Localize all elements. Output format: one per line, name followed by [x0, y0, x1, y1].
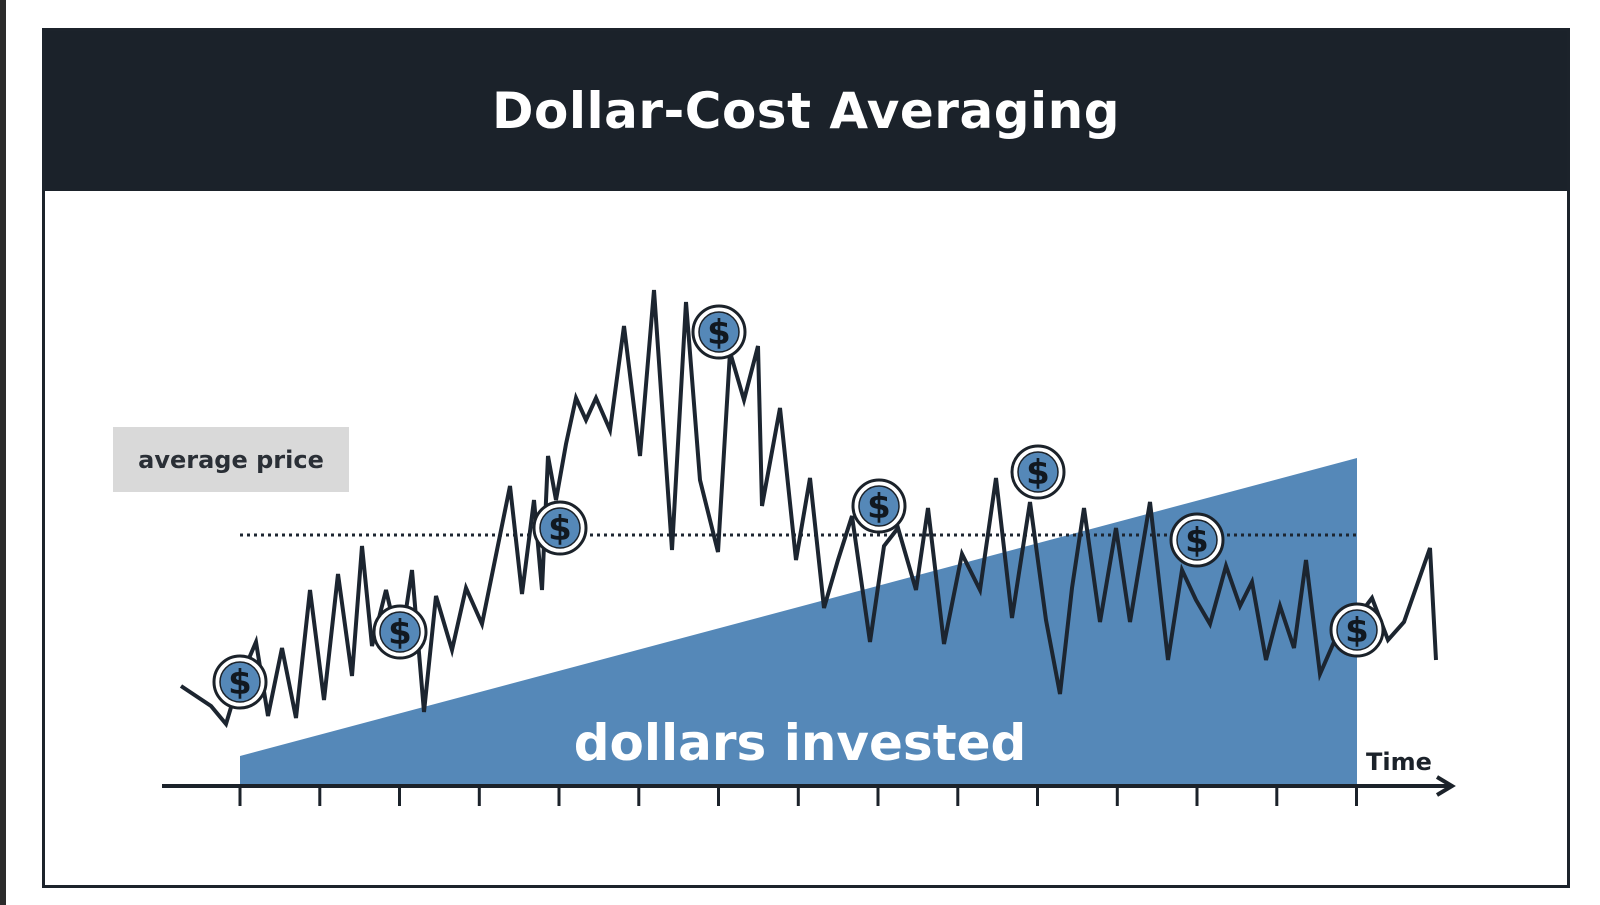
- coin-face: [1176, 519, 1218, 561]
- coin-face: [1336, 609, 1378, 651]
- coin-symbol: $: [867, 487, 891, 527]
- coin-face: [1017, 451, 1059, 493]
- dollar-coin-icon: $: [532, 500, 588, 556]
- average-price-label: average price: [113, 427, 349, 492]
- coin-face: [858, 485, 900, 527]
- time-axis-label: Time: [1366, 748, 1432, 776]
- coin-symbol: $: [1345, 611, 1369, 651]
- window-edge: [0, 0, 6, 905]
- time-axis-ticks: [238, 786, 1358, 806]
- arrow-right-icon: [1435, 775, 1456, 797]
- dollar-coin-icon: $: [372, 604, 428, 660]
- dollar-coin-icon: $: [1010, 444, 1066, 500]
- coin-symbol: $: [1185, 521, 1209, 561]
- coin-face: [379, 611, 421, 653]
- coin-symbol: $: [388, 613, 412, 653]
- dollars-invested-label: dollars invested: [574, 714, 1027, 772]
- dollar-coin-icon: $: [212, 654, 268, 710]
- title-bar: Dollar-Cost Averaging: [45, 31, 1567, 191]
- dollar-coin-icon: $: [1329, 602, 1385, 658]
- purchase-coins: $ $ $ $ $ $ $ $: [212, 304, 1385, 710]
- diagram-title: Dollar-Cost Averaging: [491, 82, 1121, 140]
- time-axis: [162, 775, 1456, 806]
- coin-face: [539, 507, 581, 549]
- coin-symbol: $: [707, 313, 731, 353]
- coin-symbol: $: [548, 509, 572, 549]
- dollar-coin-icon: $: [1169, 512, 1225, 568]
- coin-face: [698, 311, 740, 353]
- dollar-coin-icon: $: [851, 478, 907, 534]
- dollar-coin-icon: $: [691, 304, 747, 360]
- coin-face: [219, 661, 261, 703]
- coin-symbol: $: [1026, 453, 1050, 493]
- coin-symbol: $: [228, 663, 252, 703]
